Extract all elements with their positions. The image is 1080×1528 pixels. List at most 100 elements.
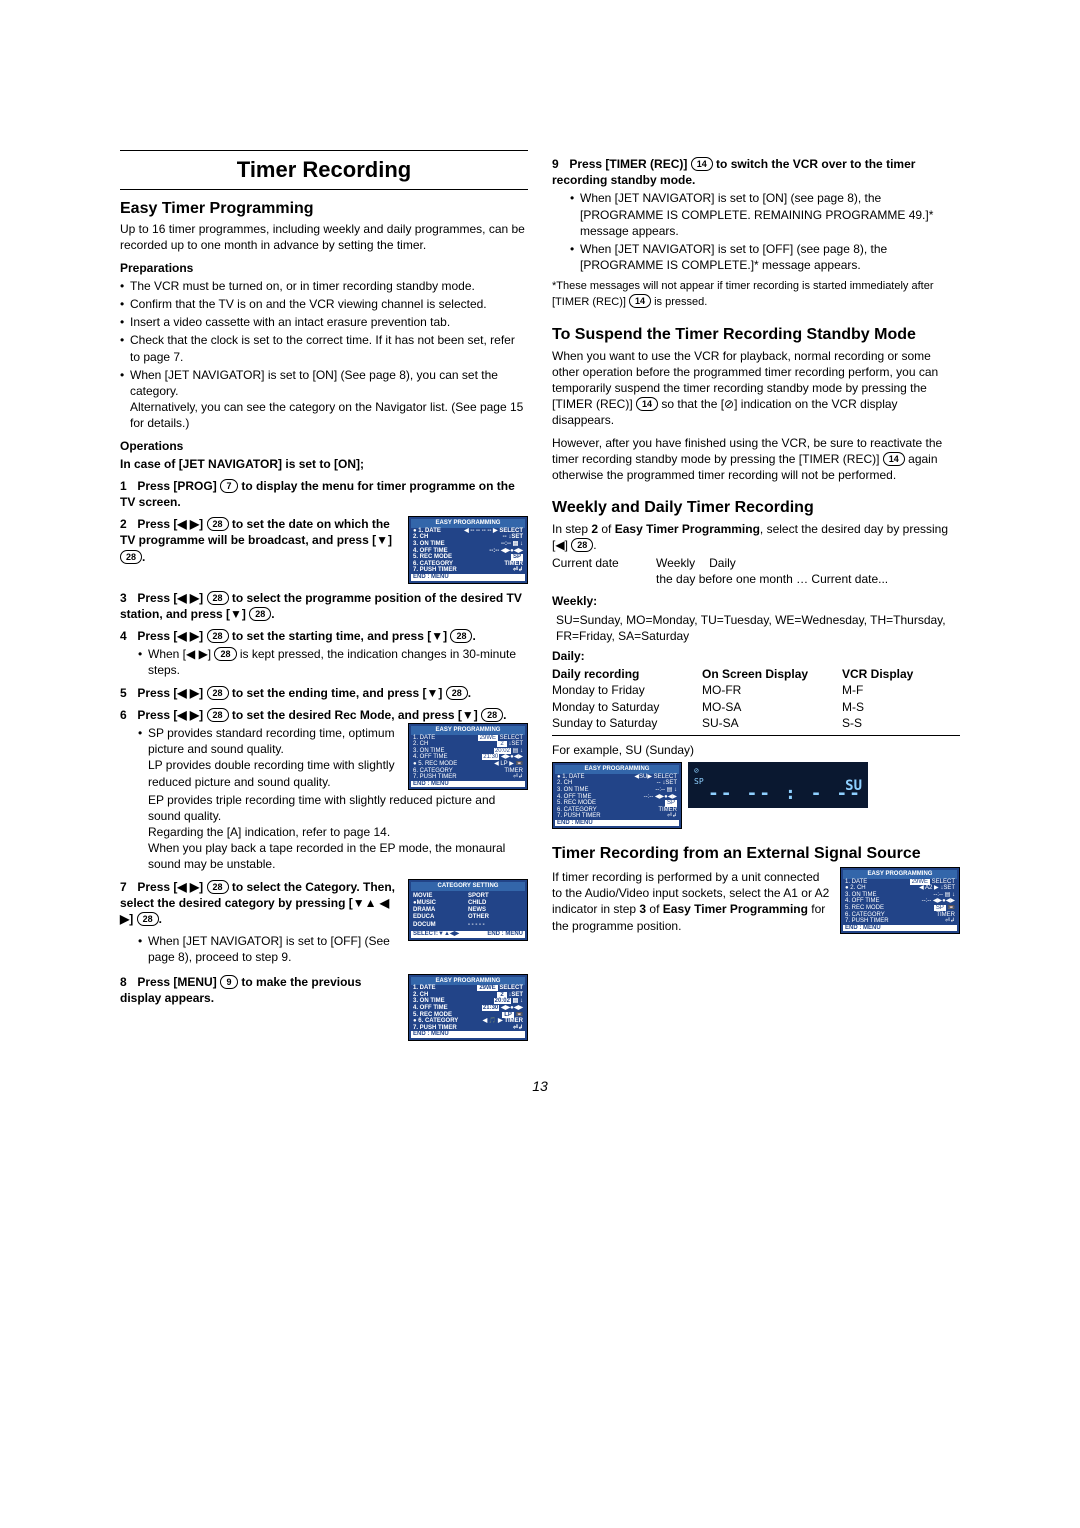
ci: DRAMA bbox=[413, 907, 468, 914]
fv: 2 bbox=[497, 992, 506, 998]
ci: NEWS bbox=[468, 907, 523, 914]
step-2: 2 Press [◀ ▶] 28 to set the date on whic… bbox=[120, 516, 528, 583]
osd-figure-step2: EASY PROGRAMMING ● 1. DATE◀ -- -- -- -- … bbox=[408, 516, 528, 583]
two-column-layout: Timer Recording Easy Timer Programming U… bbox=[120, 150, 960, 1047]
fr: 6. CATEGORY bbox=[418, 1018, 458, 1024]
left-column: Timer Recording Easy Timer Programming U… bbox=[120, 150, 528, 1047]
fr: 2. CH bbox=[413, 992, 428, 999]
key-14: 14 bbox=[636, 397, 658, 411]
fr: ↓SET bbox=[508, 992, 523, 998]
fr: 4. OFF TIME bbox=[413, 1005, 448, 1012]
step4-sub: When [◀ ▶] 28 is kept pressed, the indic… bbox=[138, 646, 528, 678]
osd-figure-step8: EASY PROGRAMMING 1. DATE29WE SELECT 2. C… bbox=[408, 974, 528, 1041]
vcr-clock-icon: ⊘ bbox=[694, 766, 699, 775]
wi-post: . bbox=[593, 538, 596, 552]
operations-heading: Operations bbox=[120, 438, 528, 454]
step7-post: . bbox=[159, 912, 162, 926]
preparations-heading: Preparations bbox=[120, 260, 528, 276]
step-3: 3 Press [◀ ▶] 28 to select the programme… bbox=[120, 590, 528, 622]
fr: 4. OFF TIME bbox=[413, 548, 448, 555]
dr: SU-SA bbox=[702, 715, 842, 731]
step-5: 5 Press [◀ ▶] 28 to set the ending time,… bbox=[120, 685, 528, 701]
prep-item: The VCR must be turned on, or in timer r… bbox=[120, 278, 528, 294]
ci: OTHER bbox=[468, 914, 523, 921]
fr: 6. CATEGORY bbox=[413, 561, 453, 568]
key-28: 28 bbox=[120, 550, 142, 564]
easy-timer-heading: Easy Timer Programming bbox=[120, 198, 528, 220]
s9n-pre: *These messages will not appear if timer… bbox=[552, 280, 934, 308]
key-28: 28 bbox=[207, 517, 229, 531]
step9-b1: When [JET NAVIGATOR] is set to [ON] (see… bbox=[570, 190, 960, 239]
step6-post: . bbox=[503, 708, 506, 722]
operations-subheading: In case of [JET NAVIGATOR] is set to [ON… bbox=[120, 456, 528, 472]
fr: ↓SET bbox=[508, 534, 523, 540]
fig-title: EASY PROGRAMMING bbox=[555, 765, 679, 774]
dh3: VCR Display bbox=[842, 666, 942, 682]
fv: 29WE bbox=[477, 985, 497, 991]
fval: 29WE bbox=[478, 735, 498, 741]
external-heading: Timer Recording from an External Signal … bbox=[552, 843, 960, 865]
dr: Monday to Saturday bbox=[552, 699, 702, 715]
step-6: 6 Press [◀ ▶] 28 to set the desired Rec … bbox=[120, 707, 528, 873]
fr: 4. OFF TIME bbox=[557, 794, 592, 801]
s9n-post: is pressed. bbox=[651, 296, 707, 308]
dr: M-S bbox=[842, 699, 942, 715]
cd-wk: Weekly bbox=[656, 555, 695, 571]
fr: 1. DATE bbox=[845, 879, 867, 886]
dr: MO-FR bbox=[702, 682, 842, 698]
fr: 1. DATE bbox=[562, 774, 584, 780]
fig-end: END : MENU bbox=[411, 781, 525, 788]
suspend-p1: When you want to use the VCR for playbac… bbox=[552, 348, 960, 429]
cs: SELECT:▼▲◀▶ bbox=[413, 931, 459, 938]
s6ep: EP provides triple recording time with s… bbox=[138, 792, 528, 824]
key-28: 28 bbox=[207, 708, 229, 722]
vcr-display: ⊘ SP SU -- -- : - -- bbox=[688, 762, 868, 808]
fr: SELECT bbox=[932, 879, 955, 885]
fig-title: EASY PROGRAMMING bbox=[411, 726, 525, 735]
key-28: 28 bbox=[571, 538, 593, 552]
vcr-time: -- -- : - -- bbox=[694, 782, 862, 806]
fr: 3. ON TIME bbox=[413, 998, 445, 1005]
step8-pre: Press [MENU] bbox=[137, 975, 216, 989]
step2-pre: Press [◀ ▶] bbox=[137, 517, 203, 531]
step6-sp: SP provides standard recording time, opt… bbox=[138, 725, 400, 790]
fr: 2. CH bbox=[557, 780, 572, 787]
fr: 6. CATEGORY bbox=[557, 807, 597, 814]
key-28: 28 bbox=[214, 647, 236, 661]
step9-note: *These messages will not appear if timer… bbox=[552, 279, 960, 310]
fr: 7. PUSH TIMER bbox=[845, 918, 889, 925]
fr: 5. REC MODE bbox=[845, 905, 884, 912]
step5-pre: Press [◀ ▶] bbox=[137, 686, 203, 700]
fr: 1. DATE bbox=[418, 528, 441, 534]
fr: SELECT bbox=[654, 774, 677, 780]
fr: ↓SET bbox=[940, 885, 955, 891]
weekly-intro: In step 2 of Easy Timer Programming, sel… bbox=[552, 521, 960, 553]
fr: SELECT bbox=[499, 985, 523, 991]
osd-figure-example: EASY PROGRAMMING ● 1. DATE◀SU▶ SELECT 2.… bbox=[552, 762, 682, 829]
step9-b2: When [JET NAVIGATOR] is set to [OFF] (se… bbox=[570, 241, 960, 273]
fig-title: EASY PROGRAMMING bbox=[411, 519, 525, 528]
steps-list-right: 9 Press [TIMER (REC)] 14 to switch the V… bbox=[552, 156, 960, 273]
fr: 3. ON TIME bbox=[845, 892, 877, 899]
step4-pre: Press [◀ ▶] bbox=[137, 629, 203, 643]
step-8: 8 Press [MENU] 9 to make the previous di… bbox=[120, 974, 528, 1041]
ci: - - - - - bbox=[468, 922, 523, 929]
ci: MUSIC bbox=[417, 900, 436, 906]
suspend-p2: However, after you have finished using t… bbox=[552, 435, 960, 484]
daily-table: Daily recording On Screen Display VCR Di… bbox=[552, 666, 960, 731]
fr: 1. DATE bbox=[413, 735, 435, 742]
ci: SPORT bbox=[468, 893, 523, 900]
fr: 5. REC MODE bbox=[418, 761, 457, 767]
weekly-days: SU=Sunday, MO=Monday, TU=Tuesday, WE=Wed… bbox=[552, 612, 960, 644]
step-4: 4 Press [◀ ▶] 28 to set the starting tim… bbox=[120, 628, 528, 679]
step2-post: . bbox=[142, 550, 145, 564]
step6-pre: Press [◀ ▶] bbox=[137, 708, 203, 722]
s6lp: LP provides double recording time with s… bbox=[148, 758, 395, 788]
step-7: 7 Press [◀ ▶] 28 to select the Category.… bbox=[120, 879, 528, 968]
fr: 5. REC MODE bbox=[413, 554, 452, 561]
fig-end: END : MENU bbox=[843, 925, 957, 932]
fr: TIMER bbox=[504, 1018, 523, 1024]
fr: 3. ON TIME bbox=[557, 787, 589, 794]
fr: 1. DATE bbox=[413, 985, 436, 992]
fr: 7. PUSH TIMER bbox=[413, 1025, 457, 1032]
